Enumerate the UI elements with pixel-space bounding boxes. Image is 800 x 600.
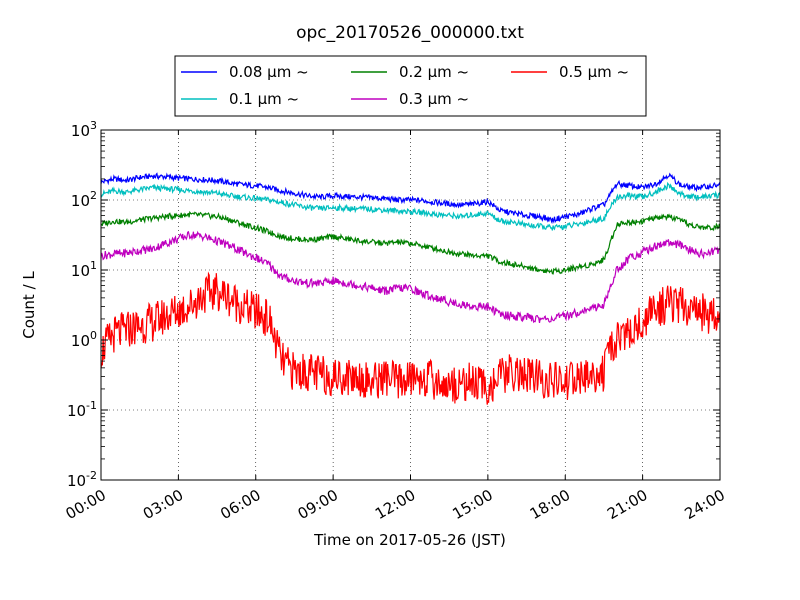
y-tick-label: 102 (71, 189, 97, 210)
x-tick-label: 12:00 (372, 486, 418, 523)
y-tick-label: 10-1 (67, 399, 97, 420)
legend-label: 0.3 μm ~ (399, 90, 469, 108)
y-tick-label: 10-2 (67, 469, 97, 490)
y-tick-label: 103 (71, 119, 97, 140)
series-group (100, 172, 721, 405)
x-tick-label: 21:00 (604, 486, 650, 523)
legend-label: 0.2 μm ~ (399, 63, 469, 81)
x-tick-label: 18:00 (527, 486, 573, 523)
legend-label: 0.5 μm ~ (559, 63, 629, 81)
series-line (100, 210, 721, 275)
series-line (100, 271, 721, 405)
y-tick-label: 100 (71, 329, 97, 350)
legend-box (174, 55, 647, 117)
x-tick-label: 15:00 (449, 486, 495, 523)
y-axis: 10-2 10-1 100 101 102 103 (67, 119, 720, 490)
legend-label: 0.1 μm ~ (229, 90, 299, 108)
x-tick-label: 09:00 (295, 486, 341, 523)
legend: 0.08 μm ~ 0.1 μm ~ 0.2 μm ~ 0.3 μm ~ 0.5 μm … (174, 55, 647, 117)
x-tick-label: 24:00 (682, 486, 728, 523)
legend-label: 0.08 μm ~ (229, 63, 309, 81)
x-tick-label: 00:00 (63, 486, 109, 523)
x-tick-label: 03:00 (140, 486, 186, 523)
x-tick-label: 06:00 (217, 486, 263, 523)
y-axis-label: Count / L (20, 271, 38, 339)
chart-title: opc_20170526_000000.txt (296, 23, 524, 43)
series-line (100, 230, 720, 324)
series-line (100, 181, 721, 231)
y-tick-label: 101 (71, 259, 97, 280)
x-axis-label: Time on 2017-05-26 (JST) (313, 531, 506, 549)
series-line (100, 172, 721, 225)
